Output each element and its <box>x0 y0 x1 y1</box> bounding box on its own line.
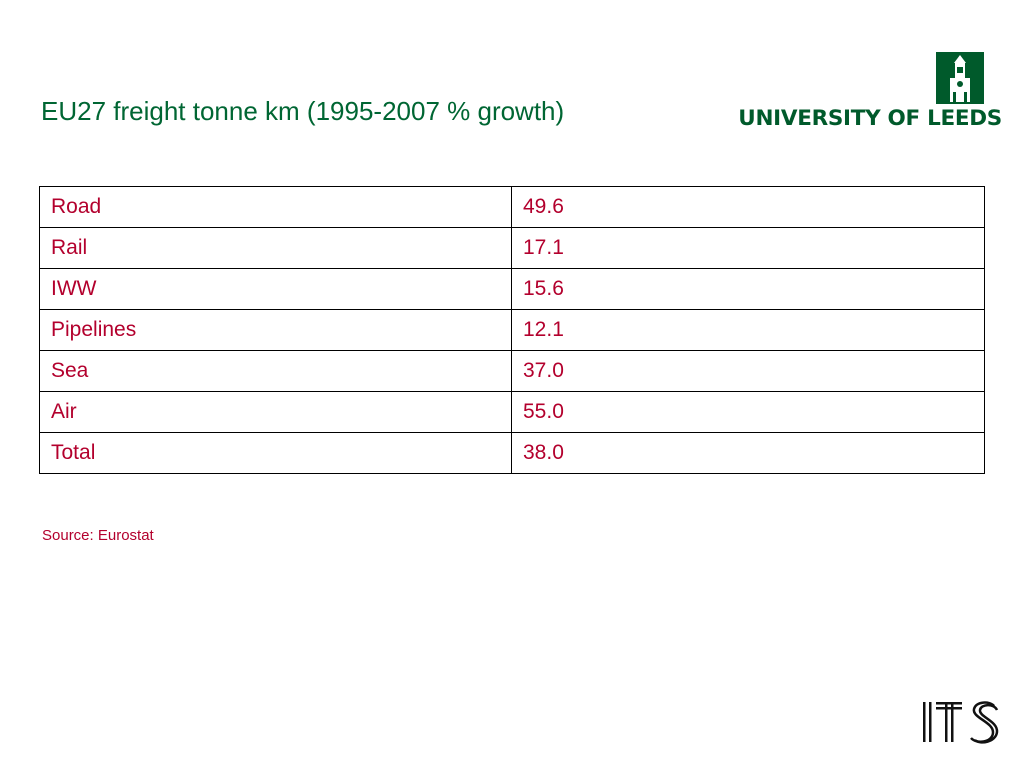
mode-cell: Sea <box>39 350 512 392</box>
mode-cell: Rail <box>39 227 512 269</box>
growth-value-cell: 55.0 <box>511 391 985 433</box>
growth-value-cell: 15.6 <box>511 268 985 310</box>
tower-crest-icon <box>936 52 984 104</box>
table-row: Total 38.0 <box>39 432 985 474</box>
table-row: Pipelines 12.1 <box>39 309 985 351</box>
table-row: Sea 37.0 <box>39 350 985 392</box>
growth-value-cell: 49.6 <box>511 186 985 228</box>
table-row: Rail 17.1 <box>39 227 985 269</box>
mode-cell: Total <box>39 432 512 474</box>
slide-title: EU27 freight tonne km (1995-2007 % growt… <box>41 96 565 126</box>
mode-cell: Road <box>39 186 512 228</box>
source-note: Source: Eurostat <box>42 527 154 544</box>
growth-value-cell: 12.1 <box>511 309 985 351</box>
university-logo: UNIVERSITY OF LEEDS <box>730 48 1002 132</box>
mode-cell: Air <box>39 391 512 433</box>
growth-value-cell: 17.1 <box>511 227 985 269</box>
university-name: UNIVERSITY OF LEEDS <box>738 106 1002 131</box>
its-logo <box>923 701 999 744</box>
growth-value-cell: 38.0 <box>511 432 985 474</box>
mode-cell: Pipelines <box>39 309 512 351</box>
table-row: Road 49.6 <box>39 186 985 228</box>
mode-cell: IWW <box>39 268 512 310</box>
growth-value-cell: 37.0 <box>511 350 985 392</box>
table-row: IWW 15.6 <box>39 268 985 310</box>
table-row: Air 55.0 <box>39 391 985 433</box>
growth-table: Road 49.6 Rail 17.1 IWW 15.6 Pipelines 12.1 Sea 3… <box>39 186 985 474</box>
